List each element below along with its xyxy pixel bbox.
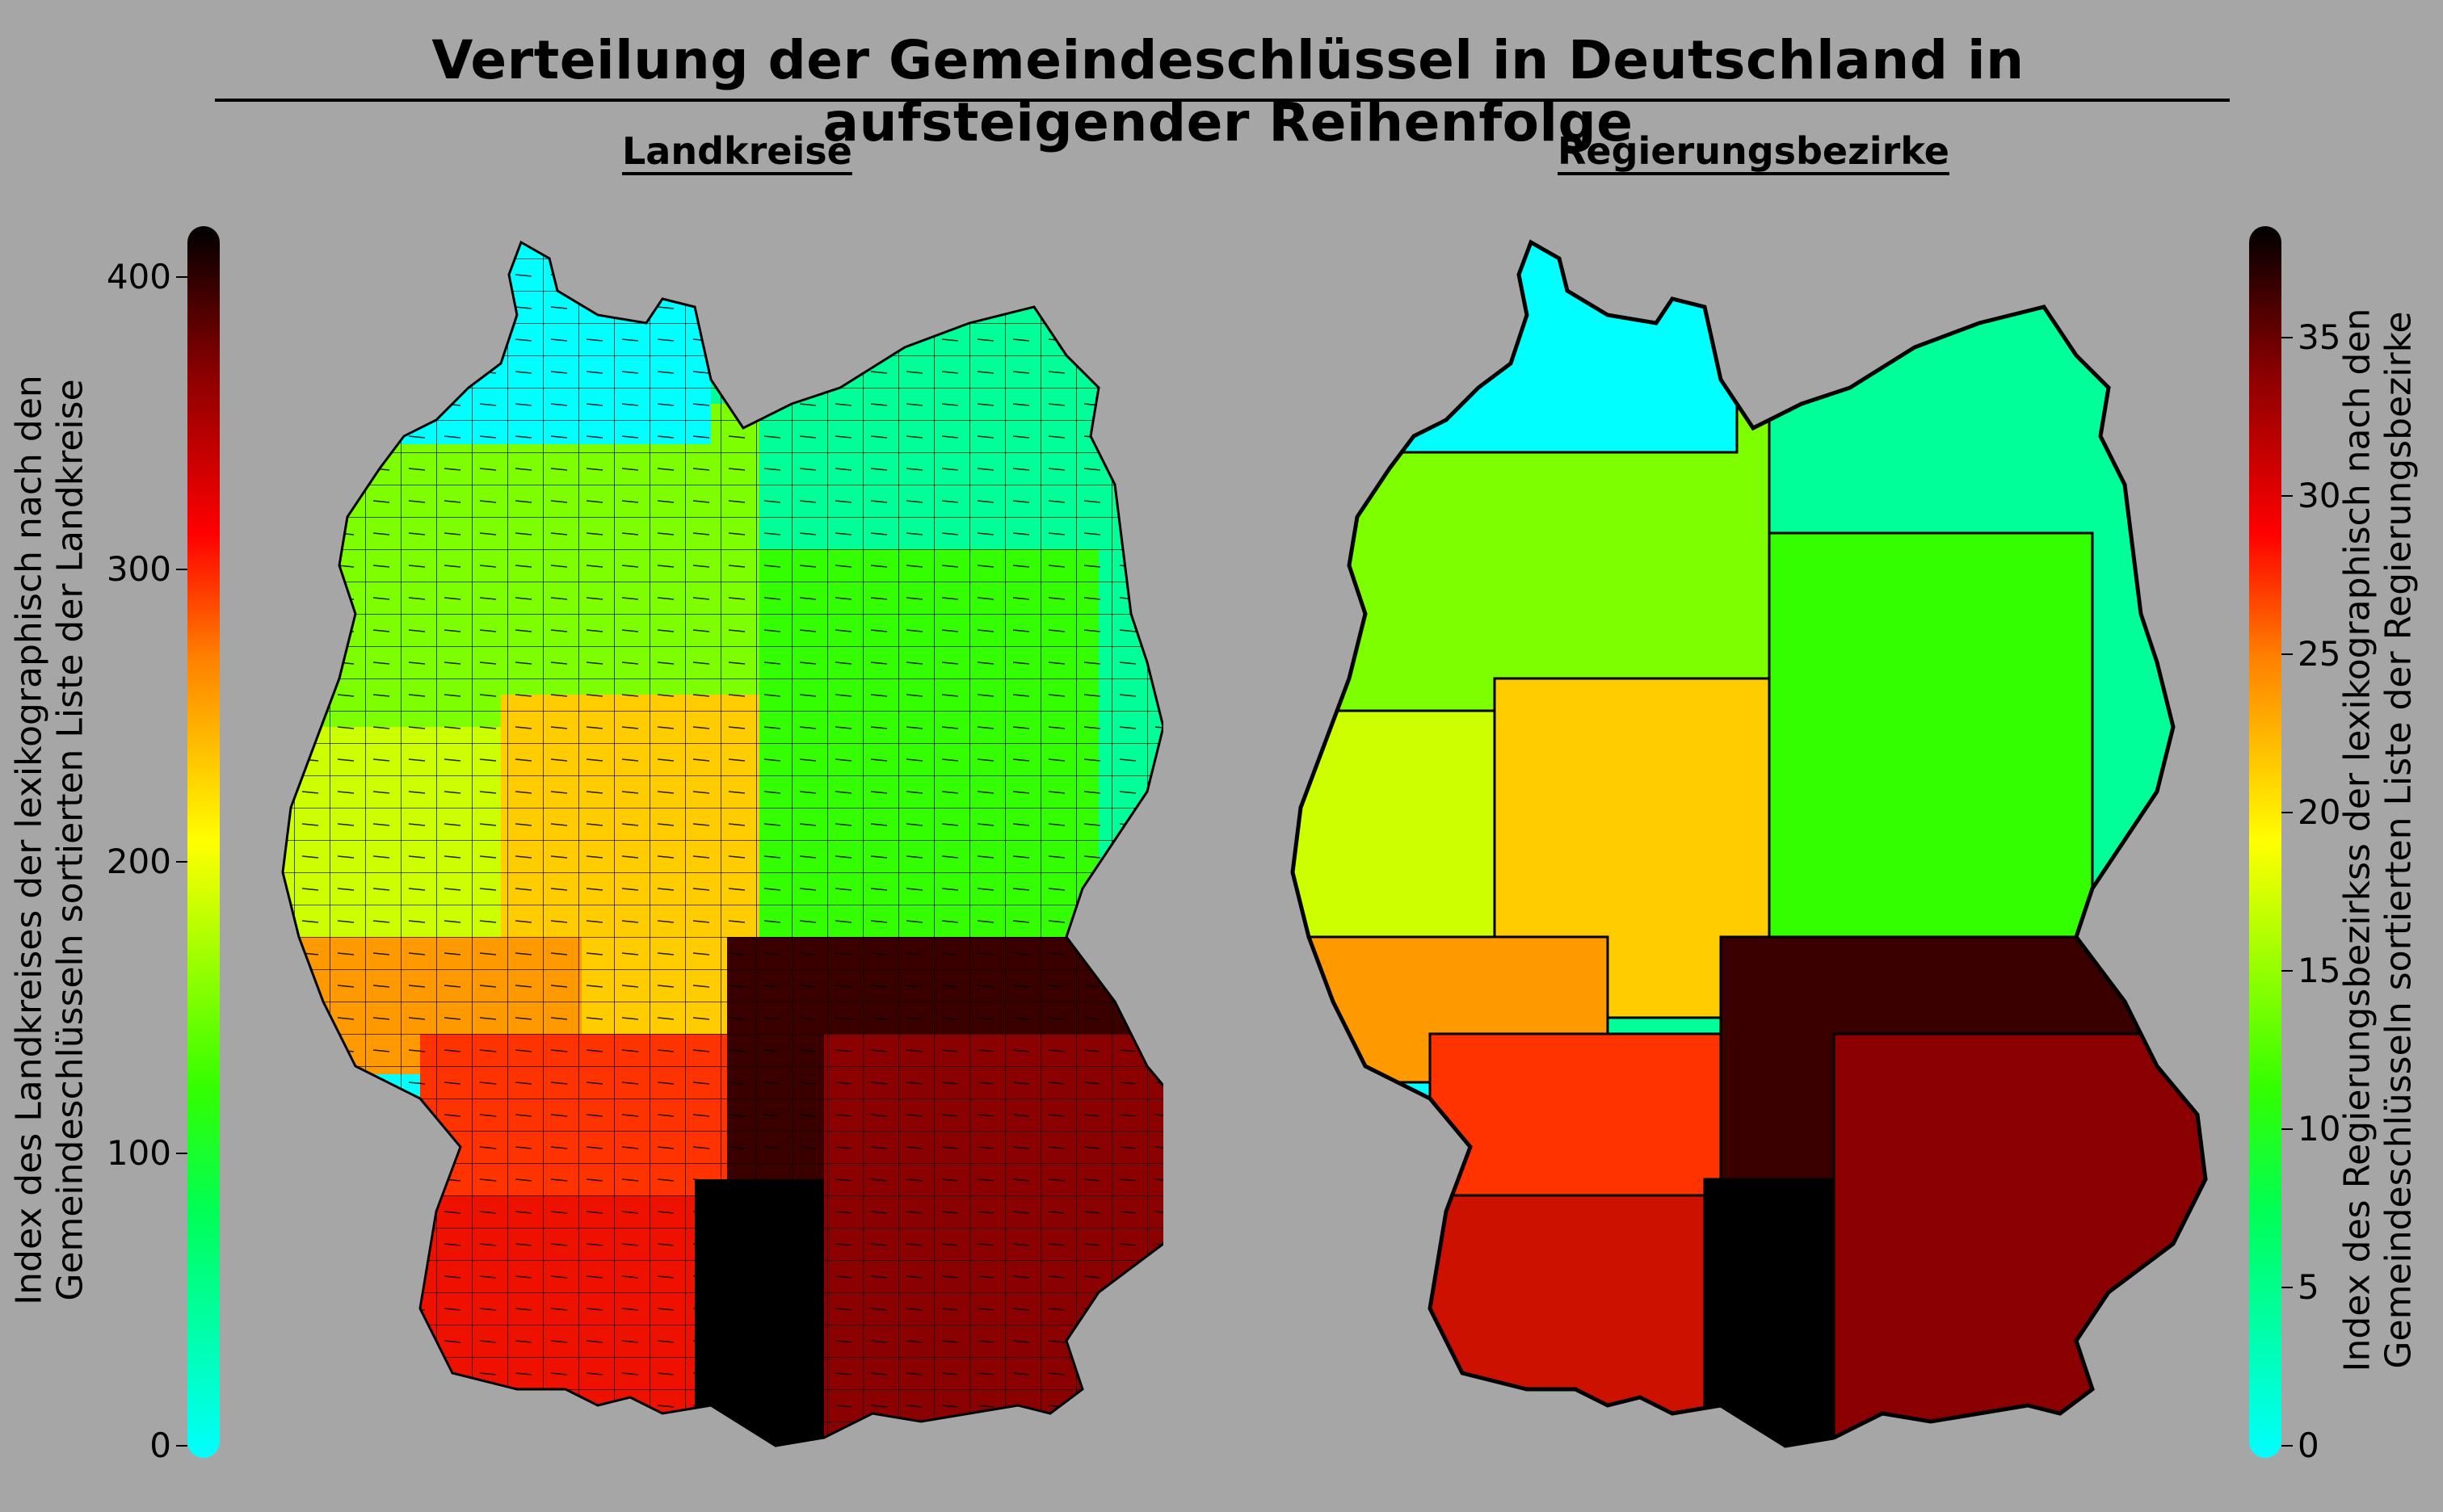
- left-tick-mark: [176, 1445, 187, 1447]
- subtitle-landkreise: Landkreise: [622, 129, 852, 173]
- map-regierungsbezirke: [1290, 239, 2208, 1448]
- right-tick-mark: [2281, 653, 2293, 655]
- right-tick-label: 15: [2298, 950, 2341, 990]
- right-tick-label: 5: [2298, 1266, 2319, 1307]
- right-tick-mark: [2281, 1286, 2293, 1288]
- right-tick-mark: [2281, 1445, 2293, 1447]
- left-tick-mark: [176, 860, 187, 863]
- region-rb-bavaria-east: [1832, 1032, 2205, 1446]
- right-tick-label: 10: [2298, 1108, 2341, 1149]
- region-rb-schleswig-holstein: [1293, 242, 1739, 454]
- left-tick-mark: [176, 1153, 187, 1155]
- subtitle-regierungsbezirke: Regierungsbezirke: [1558, 129, 1949, 173]
- colorbar-landkreise-label-line2: Gemeindeschlüsseln sortierten Liste der …: [49, 379, 90, 1301]
- left-tick-label: 0: [149, 1426, 171, 1465]
- right-tick-mark: [2281, 1128, 2293, 1130]
- right-tick-label: 35: [2298, 317, 2341, 357]
- right-tick-mark: [2281, 336, 2293, 338]
- left-tick-mark: [176, 276, 187, 279]
- colorbar-landkreise-label-line1: Index des Landkreises der lexikographisc…: [8, 375, 50, 1305]
- colorbar-regierungsbezirke-label-line2: Gemeindeschlüsseln sortierten Liste der …: [2378, 311, 2419, 1369]
- colorbar-regierungsbezirke-label: Index des Regierungsbezirkss der lexikog…: [2336, 308, 2419, 1372]
- colorbar-regierungsbezirke: [2249, 226, 2281, 1458]
- right-tick-label: 25: [2298, 633, 2341, 674]
- title-underline: [215, 99, 2230, 102]
- region-rb-swabia: [1703, 1178, 1835, 1446]
- left-tick-label: 200: [106, 841, 171, 881]
- right-tick-label: 0: [2298, 1426, 2319, 1465]
- colorbar-landkreise: [187, 226, 220, 1458]
- region-rb-saarland: [1315, 1081, 1432, 1205]
- right-tick-mark: [2281, 494, 2293, 497]
- right-tick-mark: [2281, 811, 2293, 813]
- map-landkreise: [281, 240, 1163, 1447]
- right-tick-label: 30: [2298, 475, 2341, 515]
- right-tick-label: 20: [2298, 792, 2341, 832]
- left-tick-label: 300: [106, 549, 171, 590]
- left-tick-label: 400: [106, 257, 171, 297]
- left-tick-mark: [176, 569, 187, 571]
- colorbar-regierungsbezirke-label-line1: Index des Regierungsbezirkss der lexikog…: [2336, 308, 2378, 1372]
- colorbar-landkreise-label: Index des Landkreises der lexikographisc…: [8, 375, 90, 1305]
- left-tick-label: 100: [106, 1133, 171, 1174]
- right-tick-mark: [2281, 969, 2293, 972]
